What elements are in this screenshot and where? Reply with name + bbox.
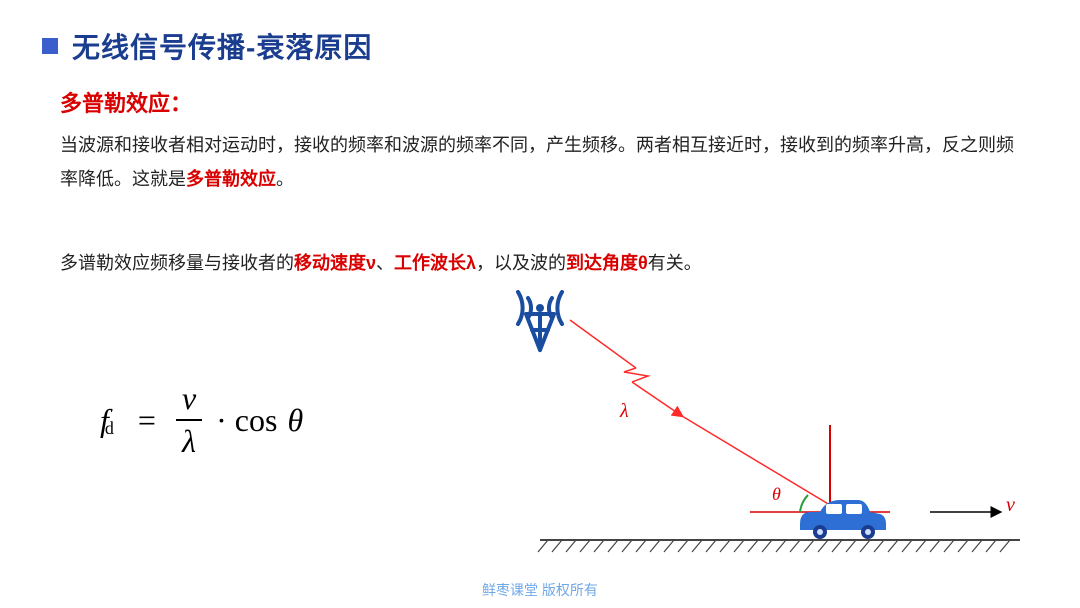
p2-hl-angle: 到达角度θ — [566, 253, 648, 273]
section-subtitle: 多普勒效应： — [60, 86, 192, 118]
doppler-diagram: λ θ ν — [420, 290, 1040, 570]
formula-dot: · — [216, 402, 227, 439]
signal-ray — [570, 320, 830, 505]
paragraph-1: 当波源和接收者相对运动时，接收的频率和波源的频率不同，产生频移。两者相互接近时，… — [60, 128, 1020, 196]
p2-hl-wavelength: 工作波长λ — [394, 253, 476, 273]
formula-theta: θ — [287, 402, 303, 439]
title-row: 无线信号传播-衰落原因 — [42, 26, 372, 66]
p2-post: 有关。 — [648, 253, 702, 273]
angle-arc — [800, 495, 808, 512]
doppler-formula: fd = v λ · cos θ — [100, 380, 303, 460]
p2-sep1: 、 — [376, 253, 394, 273]
lambda-label: λ — [620, 400, 629, 423]
antenna-icon — [518, 292, 562, 350]
paragraph-2: 多谱勒效应频移量与接收者的移动速度ν、工作波长λ，以及波的到达角度θ有关。 — [60, 246, 1020, 280]
formula-fraction: v λ — [176, 380, 202, 460]
formula-denominator: λ — [176, 421, 202, 460]
formula-cos: cos — [235, 402, 278, 439]
formula-eq: = — [138, 402, 156, 439]
p2-hl-velocity: 移动速度ν — [294, 253, 376, 273]
p1-highlight: 多普勒效应 — [186, 169, 276, 189]
p1-text-post: 。 — [276, 169, 294, 189]
nu-label: ν — [1006, 494, 1015, 517]
footer-copyright: 鲜枣课堂 版权所有 — [0, 580, 1080, 600]
formula-sub-d: d — [105, 418, 114, 439]
p2-text-pre: 多谱勒效应频移量与接收者的 — [60, 253, 294, 273]
formula-numerator: v — [176, 380, 202, 419]
ground — [538, 540, 1020, 552]
diagram-svg — [420, 290, 1040, 570]
p2-mid: ，以及波的 — [476, 253, 566, 273]
slide-title: 无线信号传播-衰落原因 — [72, 26, 372, 66]
theta-label: θ — [772, 484, 781, 505]
car-icon — [800, 500, 886, 539]
slide: 无线信号传播-衰落原因 多普勒效应： 当波源和接收者相对运动时，接收的频率和波源… — [0, 0, 1080, 608]
bullet-square-icon — [42, 38, 58, 54]
